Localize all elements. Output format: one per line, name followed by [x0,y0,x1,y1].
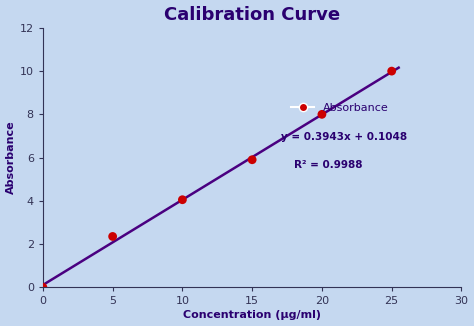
Point [248,157,256,162]
Point [318,112,326,117]
Title: Calibration Curve: Calibration Curve [164,6,340,23]
Point [388,68,395,74]
Point [179,197,186,202]
Text: y = 0.3943x + 0.1048: y = 0.3943x + 0.1048 [282,132,408,141]
Point [109,234,117,239]
Y-axis label: Absorbance: Absorbance [6,121,16,194]
Point [39,285,46,290]
Text: R² = 0.9988: R² = 0.9988 [294,160,363,170]
X-axis label: Concentration (μg/ml): Concentration (μg/ml) [183,310,321,320]
Legend: Absorbance: Absorbance [287,98,393,117]
